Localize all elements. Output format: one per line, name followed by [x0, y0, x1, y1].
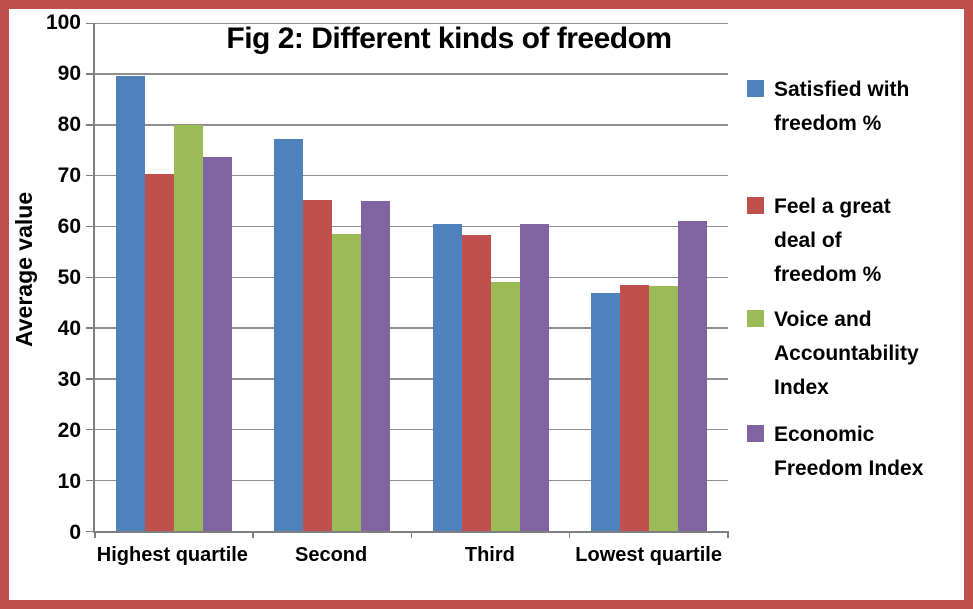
- legend-entry-feel-a-great-deal-of-freedom: Feel a great deal of freedom %: [747, 190, 891, 292]
- x-tick-mark-0: [94, 531, 96, 538]
- plot-area: [86, 22, 729, 538]
- y-tick-label-30: 30: [57, 368, 81, 391]
- legend-label-line: Satisfied with: [774, 78, 910, 101]
- gridline-30: [95, 378, 728, 380]
- x-tick-mark-4: [727, 531, 729, 538]
- y-tick-label-100: 100: [45, 11, 81, 34]
- legend-label-economic-freedom-index: Economic Freedom Index: [774, 418, 923, 486]
- bar-satisfied-with-freedom-lowest-quartile: [590, 293, 620, 531]
- bar-voice-and-accountability-index-third: [490, 281, 520, 531]
- y-tick-label-10: 10: [57, 470, 81, 493]
- gridline-60: [95, 225, 728, 228]
- legend-entry-satisfied-with-freedom: Satisfied with freedom %: [747, 73, 909, 141]
- bar-group-second: [253, 23, 411, 531]
- legend-label-satisfied-with-freedom: Satisfied with freedom %: [774, 73, 909, 141]
- y-tick-mark-80: [86, 124, 95, 126]
- legend-label-line: Economic: [774, 423, 875, 446]
- bar-satisfied-with-freedom-third: [432, 223, 462, 531]
- x-tick-mark-3: [568, 531, 571, 538]
- x-axis-label-highest-quartile: Highest quartile: [96, 544, 248, 566]
- x-axis-label-third: Third: [464, 544, 515, 566]
- x-axis-label-lowest-quartile: Lowest quartile: [575, 544, 722, 566]
- y-tick-mark-70: [86, 174, 95, 177]
- y-tick-label-70: 70: [57, 164, 81, 187]
- y-tick-label-60: 60: [57, 215, 81, 238]
- y-tick-label-80: 80: [57, 113, 81, 136]
- x-axis-label-second: Second: [295, 544, 368, 566]
- bar-feel-a-great-deal-of-freedom-third: [461, 234, 491, 531]
- bar-voice-and-accountability-index-highest-quartile: [174, 124, 204, 531]
- y-tick-mark-20: [86, 428, 95, 431]
- bar-group-lowest-quartile: [570, 23, 728, 531]
- legend-swatch-satisfied-with-freedom: [747, 80, 764, 97]
- gridline-20: [95, 428, 728, 431]
- gridline-40: [95, 327, 728, 329]
- gridline-80: [95, 124, 728, 126]
- legend-label-line: freedom %: [774, 263, 882, 286]
- y-tick-mark-40: [86, 327, 95, 329]
- bar-voice-and-accountability-index-lowest-quartile: [648, 286, 678, 531]
- legend-label-line: Voice and: [774, 308, 872, 331]
- y-tick-label-40: 40: [57, 317, 81, 340]
- bar-economic-freedom-index-highest-quartile: [203, 156, 233, 531]
- bar-group-third: [412, 23, 570, 531]
- legend-label-line: Accountability: [774, 342, 919, 365]
- bar-feel-a-great-deal-of-freedom-highest-quartile: [145, 173, 175, 531]
- y-tick-mark-50: [86, 276, 95, 278]
- legend-swatch-feel-a-great-deal-of-freedom: [747, 197, 764, 214]
- y-axis-tick-labels: 0 10 20 30 40 50 60 70 80 90 100: [9, 12, 81, 544]
- y-tick-mark-30: [86, 378, 95, 380]
- legend-entry-economic-freedom-index: Economic Freedom Index: [747, 418, 923, 486]
- legend-label-line: deal of: [774, 229, 842, 252]
- y-tick-mark-90: [86, 73, 95, 75]
- legend-swatch-economic-freedom-index: [747, 425, 764, 442]
- chart-title: Fig 2: Different kinds of freedom: [226, 22, 672, 55]
- legend-label-line: Freedom Index: [774, 457, 924, 480]
- y-tick-mark-10: [86, 479, 95, 482]
- legend-entry-voice-and-accountability-index: Voice and Accountability Index: [747, 303, 919, 405]
- gridline-90: [95, 73, 728, 75]
- y-tick-label-20: 20: [57, 419, 81, 442]
- legend-label-voice-and-accountability-index: Voice and Accountability Index: [774, 303, 919, 405]
- bar-economic-freedom-index-third: [519, 223, 549, 531]
- x-axis-labels: Highest quartile Second Third Lowest quarti…: [93, 544, 728, 574]
- y-tick-mark-60: [86, 225, 95, 228]
- gridline-50: [95, 276, 728, 278]
- y-tick-label-90: 90: [57, 62, 81, 85]
- bar-economic-freedom-index-lowest-quartile: [677, 221, 707, 531]
- y-tick-label-0: 0: [69, 521, 81, 544]
- legend-label-line: Feel a great: [774, 195, 891, 218]
- gridline-10: [95, 479, 728, 482]
- bar-group-highest-quartile: [95, 23, 253, 531]
- legend-label-line: freedom %: [774, 112, 882, 135]
- gridline-70: [95, 174, 728, 177]
- gridline-100: [95, 22, 728, 24]
- y-tick-mark-0: [86, 530, 95, 532]
- bar-voice-and-accountability-index-second: [332, 234, 362, 531]
- x-tick-mark-2: [410, 531, 412, 538]
- bar-feel-a-great-deal-of-freedom-lowest-quartile: [619, 284, 649, 531]
- bar-feel-a-great-deal-of-freedom-second: [303, 199, 333, 531]
- x-tick-mark-1: [252, 531, 254, 538]
- bar-satisfied-with-freedom-second: [274, 138, 304, 531]
- y-tick-label-50: 50: [57, 266, 81, 289]
- y-tick-mark-100: [86, 22, 95, 24]
- legend-label-line: Index: [774, 376, 829, 399]
- bar-satisfied-with-freedom-highest-quartile: [116, 76, 146, 531]
- legend: Satisfied with freedom % Feel a great deal …: [747, 9, 964, 600]
- bar-economic-freedom-index-second: [361, 201, 391, 531]
- legend-label-feel-a-great-deal-of-freedom: Feel a great deal of freedom %: [774, 190, 891, 292]
- legend-swatch-voice-and-accountability-index: [747, 310, 764, 327]
